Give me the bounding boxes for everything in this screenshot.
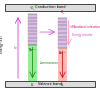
Text: Energy transfer: Energy transfer	[72, 33, 93, 37]
Text: $S_0$: $S_0$	[60, 82, 65, 89]
Text: $^5D_0$: $^5D_0$	[59, 9, 66, 17]
Text: $h\nu$: $h\nu$	[13, 44, 18, 51]
Text: Valence band: Valence band	[38, 82, 62, 86]
Bar	[28, 14, 37, 44]
Bar	[5, 81, 95, 87]
Text: Luminescence: Luminescence	[40, 61, 59, 65]
Text: Tb$^{3+}$: Tb$^{3+}$	[28, 46, 37, 54]
Bar	[5, 4, 95, 11]
Text: $^5D_4$: $^5D_4$	[29, 5, 36, 13]
Text: Energy (eV): Energy (eV)	[0, 36, 4, 53]
Bar	[58, 18, 67, 48]
Text: Eu$^{3+}$: Eu$^{3+}$	[58, 50, 67, 57]
Text: $S_0$: $S_0$	[30, 82, 35, 89]
Text: Vibrational relaxation: Vibrational relaxation	[72, 25, 100, 29]
Text: $h\nu$: $h\nu$	[69, 23, 74, 30]
Bar	[58, 48, 67, 81]
Bar	[28, 44, 37, 81]
Text: Conduction band: Conduction band	[35, 5, 65, 9]
